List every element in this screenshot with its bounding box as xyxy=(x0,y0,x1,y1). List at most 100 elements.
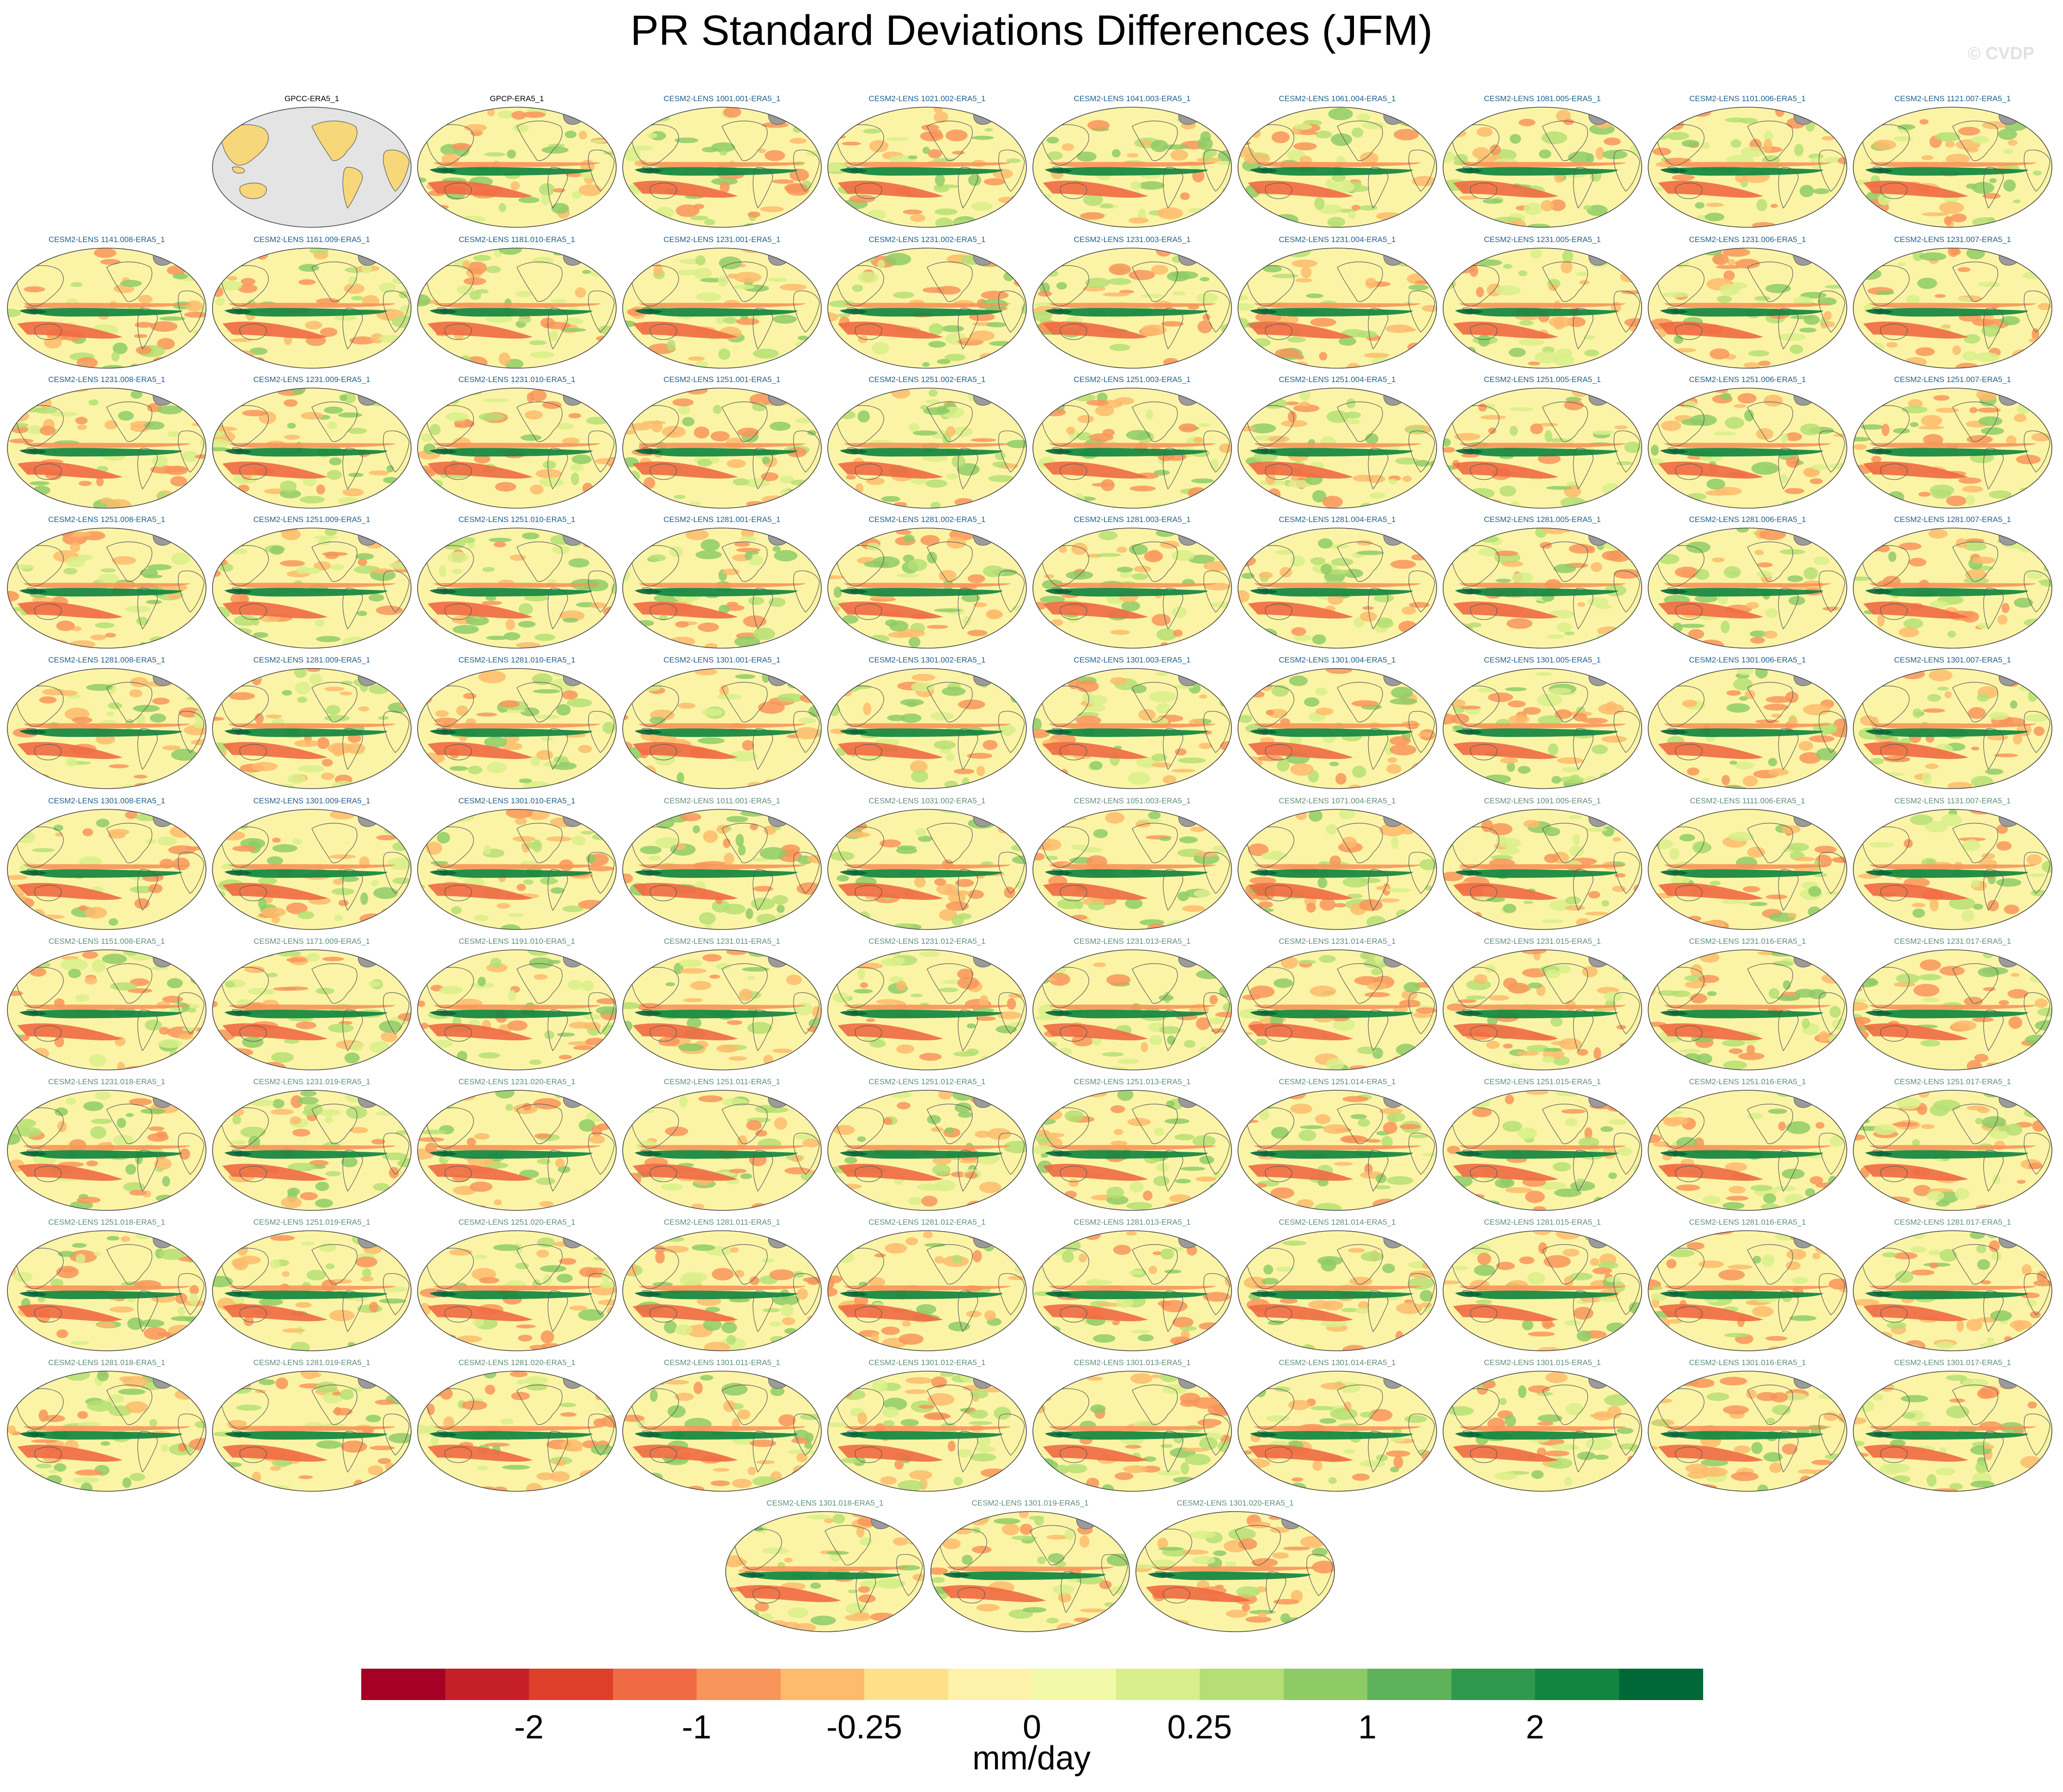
maritime-outline xyxy=(847,1149,861,1157)
south-america-outline xyxy=(958,308,978,350)
dry-band-south xyxy=(427,1304,533,1321)
south-america-outline xyxy=(752,448,773,490)
dry-band-south xyxy=(1453,742,1559,759)
map-field xyxy=(212,388,411,508)
map-panel: CESM2-LENS 1281.007-ERA5_1 xyxy=(1853,515,2052,649)
itcz-band xyxy=(1668,869,1823,878)
map-panel: CESM2-LENS 1281.001-ERA5_1 xyxy=(622,515,822,649)
africa-outline xyxy=(588,1273,615,1315)
africa-outline xyxy=(1203,992,1230,1034)
africa-outline xyxy=(178,992,205,1034)
asia-outline xyxy=(630,1107,679,1149)
north-america-outline xyxy=(1337,121,1383,161)
maritime-outline xyxy=(1052,1009,1066,1016)
africa-outline xyxy=(793,852,820,894)
map-field xyxy=(1443,668,1642,789)
maritime-outline xyxy=(437,1009,450,1016)
map-field xyxy=(623,1371,821,1491)
australia-outline xyxy=(444,182,472,199)
itcz-band xyxy=(1463,448,1618,457)
asia-outline xyxy=(1040,967,1089,1008)
africa-outline xyxy=(178,571,205,613)
map-field xyxy=(418,1371,616,1491)
africa-outline xyxy=(1614,711,1640,753)
dry-band-south xyxy=(1043,601,1148,619)
maritime-outline xyxy=(1462,1009,1476,1016)
australia-outline xyxy=(1675,885,1703,901)
colorbar-swatch xyxy=(1451,1669,1535,1700)
north-america-outline xyxy=(722,682,768,723)
australia-outline xyxy=(855,323,882,340)
australia-outline xyxy=(1675,182,1703,199)
maritime-outline xyxy=(642,166,655,174)
map-panel: CESM2-LENS 1301.016-ERA5_1 xyxy=(1648,1358,1847,1492)
itcz-band xyxy=(232,1009,388,1019)
map-border xyxy=(1648,1090,1847,1211)
asia-outline xyxy=(835,1107,884,1149)
map-border xyxy=(1648,107,1847,228)
north-america-outline xyxy=(1952,1385,1998,1425)
map-border xyxy=(1853,1371,2052,1492)
north-america-outline xyxy=(311,963,358,1004)
itcz-band xyxy=(1873,1290,2028,1300)
africa-outline xyxy=(1203,1133,1230,1175)
itcz-band xyxy=(1053,308,1208,317)
africa-outline xyxy=(1408,852,1435,894)
map-field xyxy=(1443,1371,1642,1491)
itcz-band xyxy=(643,728,798,737)
map-panel-label: CESM2-LENS 1231.017-ERA5_1 xyxy=(1894,937,2011,946)
itcz-band xyxy=(1258,1009,1413,1019)
south-america-outline xyxy=(1983,869,2004,911)
south-america-outline xyxy=(1983,308,2004,350)
north-america-outline xyxy=(1132,401,1178,442)
asia-outline xyxy=(1656,686,1705,727)
north-america-outline xyxy=(1337,401,1383,442)
north-america-outline xyxy=(1747,1244,1793,1285)
map-border xyxy=(1032,809,1232,930)
itcz-band xyxy=(27,308,182,317)
australia-outline xyxy=(752,1587,780,1604)
map-border xyxy=(1238,1371,1437,1492)
africa-outline xyxy=(1203,291,1230,333)
map-field xyxy=(1443,1231,1642,1351)
south-america-outline xyxy=(1983,728,2004,770)
asia-outline xyxy=(630,1388,679,1430)
map-field xyxy=(212,950,411,1070)
australia-outline xyxy=(649,323,677,340)
maritime-outline xyxy=(642,728,655,735)
map-border xyxy=(1238,668,1437,789)
colorbar-tick-label: -2 xyxy=(514,1709,544,1746)
south-america-outline xyxy=(1368,728,1389,770)
dry-band-south xyxy=(427,883,533,900)
map-panel: CESM2-LENS 1011.001-ERA5_1 xyxy=(622,796,822,930)
south-america-outline xyxy=(547,1290,568,1332)
itcz-band xyxy=(1668,728,1823,737)
itcz-band xyxy=(437,308,593,317)
south-america-outline xyxy=(958,448,978,490)
australia-outline xyxy=(649,1025,677,1042)
itcz-band xyxy=(232,869,388,878)
map-panel: CESM2-LENS 1101.006-ERA5_1 xyxy=(1648,94,1847,228)
australia-outline xyxy=(1675,1306,1703,1323)
maritime-outline xyxy=(847,869,861,876)
australia-outline xyxy=(1880,1166,1908,1182)
map-field xyxy=(1238,950,1437,1070)
asia-outline xyxy=(220,545,269,587)
north-america-outline xyxy=(1747,261,1793,302)
map-border xyxy=(1032,248,1232,369)
map-field xyxy=(1443,107,1642,227)
asia-outline xyxy=(1450,826,1499,868)
asia-outline xyxy=(425,265,474,307)
australia-outline xyxy=(1265,182,1292,199)
map-panel-label: CESM2-LENS 1251.013-ERA5_1 xyxy=(1074,1077,1190,1086)
map-panel-label: CESM2-LENS 1071.004-ERA5_1 xyxy=(1279,796,1396,805)
asia-outline xyxy=(425,1388,474,1430)
south-america-outline xyxy=(1368,448,1389,490)
itcz-band xyxy=(1156,1571,1311,1580)
map-panel-label: CESM2-LENS 1281.006-ERA5_1 xyxy=(1689,515,1806,524)
map-border xyxy=(1032,1371,1232,1492)
map-panel-label: CESM2-LENS 1251.006-ERA5_1 xyxy=(1689,375,1806,384)
itcz-band xyxy=(1053,588,1208,597)
dry-band-south xyxy=(735,1585,841,1602)
africa-outline xyxy=(178,1133,205,1175)
